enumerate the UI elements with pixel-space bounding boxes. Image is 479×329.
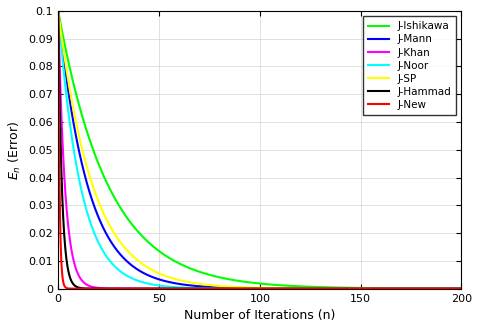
J-New xyxy=(56,9,61,13)
Legend: J-Ishikawa, J-Mann, J-Khan, J-Noor, J-SP, J-Hammad, J-New: J-Ishikawa, J-Mann, J-Khan, J-Noor, J-SP… xyxy=(363,16,456,115)
J-Noor xyxy=(251,287,257,291)
J-New xyxy=(447,287,453,291)
J-Ishikawa xyxy=(251,281,257,285)
J-New xyxy=(251,287,257,291)
J-New xyxy=(76,287,81,291)
J-Mann xyxy=(251,286,257,290)
J-Khan xyxy=(241,287,247,291)
J-Mann xyxy=(76,148,81,152)
J-Khan xyxy=(458,287,464,291)
Line: J-New: J-New xyxy=(58,11,461,289)
X-axis label: Number of Iterations (n): Number of Iterations (n) xyxy=(184,309,336,322)
J-Ishikawa xyxy=(76,102,81,106)
J-Noor xyxy=(447,287,453,291)
J-SP xyxy=(447,287,453,291)
Line: J-Hammad: J-Hammad xyxy=(58,11,461,289)
Line: J-SP: J-SP xyxy=(58,11,461,289)
J-Khan xyxy=(373,287,378,291)
J-New xyxy=(458,287,464,291)
J-Ishikawa xyxy=(56,9,61,13)
J-Hammad xyxy=(251,287,257,291)
J-New xyxy=(241,287,247,291)
J-Mann xyxy=(447,287,453,291)
J-SP xyxy=(447,287,453,291)
J-Khan xyxy=(447,287,453,291)
J-Ishikawa xyxy=(458,287,464,291)
J-SP xyxy=(76,133,81,137)
J-Hammad xyxy=(447,287,453,291)
J-Mann xyxy=(447,287,453,291)
J-Noor xyxy=(56,9,61,13)
J-Mann xyxy=(458,287,464,291)
J-Ishikawa xyxy=(241,280,247,284)
J-Hammad xyxy=(241,287,247,291)
J-Ishikawa xyxy=(447,287,453,291)
J-Noor xyxy=(458,287,464,291)
J-Mann xyxy=(373,287,378,291)
J-New xyxy=(373,287,378,291)
J-Khan xyxy=(76,274,81,278)
J-Mann xyxy=(241,286,247,290)
J-Ishikawa xyxy=(373,286,378,290)
J-SP xyxy=(241,285,247,289)
J-Noor xyxy=(373,287,378,291)
J-Hammad xyxy=(373,287,378,291)
J-Hammad xyxy=(76,286,81,290)
J-New xyxy=(447,287,453,291)
J-Noor xyxy=(76,176,81,180)
J-Khan xyxy=(447,287,453,291)
J-Noor xyxy=(241,287,247,291)
J-Hammad xyxy=(447,287,453,291)
J-Hammad xyxy=(458,287,464,291)
J-Ishikawa xyxy=(447,287,453,291)
J-Hammad xyxy=(56,9,61,13)
J-Mann xyxy=(56,9,61,13)
J-Khan xyxy=(56,9,61,13)
Line: J-Noor: J-Noor xyxy=(58,11,461,289)
J-Khan xyxy=(251,287,257,291)
Y-axis label: $E_n$ (Error): $E_n$ (Error) xyxy=(7,120,23,180)
Line: J-Mann: J-Mann xyxy=(58,11,461,289)
J-SP xyxy=(373,287,378,291)
J-SP xyxy=(56,9,61,13)
Line: J-Ishikawa: J-Ishikawa xyxy=(58,11,461,289)
J-Noor xyxy=(447,287,453,291)
J-SP xyxy=(251,286,257,290)
J-SP xyxy=(458,287,464,291)
Line: J-Khan: J-Khan xyxy=(58,11,461,289)
